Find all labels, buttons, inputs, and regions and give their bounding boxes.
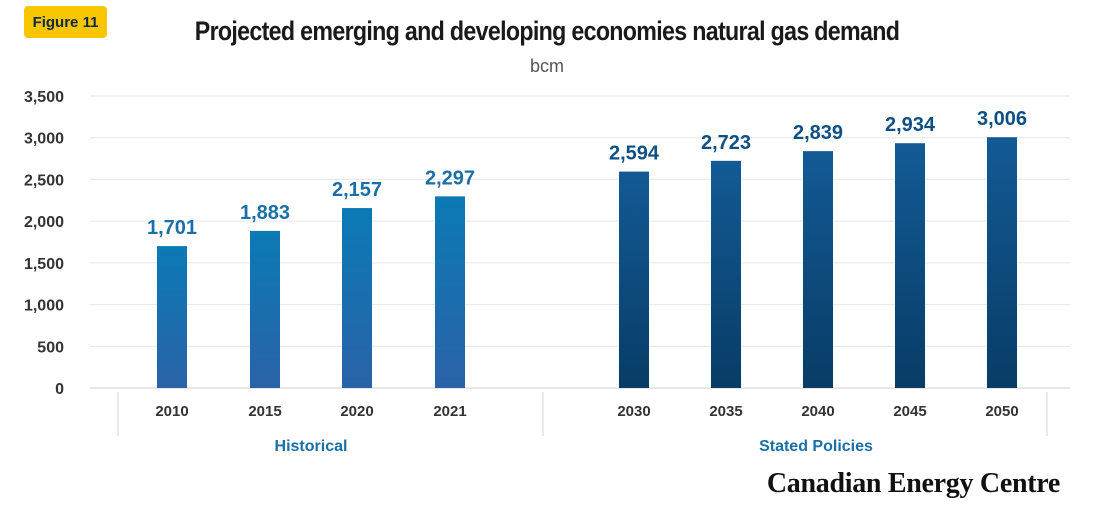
x-tick-label: 2040	[801, 403, 834, 420]
y-tick-label: 1,000	[24, 298, 64, 315]
x-tick-label: 2030	[617, 403, 650, 420]
data-label-2050: 3,006	[977, 108, 1027, 130]
x-tick-label: 2021	[433, 403, 466, 420]
x-tick-label: 2010	[155, 403, 188, 420]
data-label-2035: 2,723	[701, 132, 751, 154]
bar-2010	[157, 246, 187, 388]
group-label-stated-policies: Stated Policies	[759, 438, 873, 455]
bar-chart: 0 500 1,000 1,500 2,000 2,500 3,000 3,500 1,701…	[24, 89, 1070, 455]
y-tick-label: 0	[55, 381, 64, 398]
x-tick-label: 2015	[248, 403, 281, 420]
group-label-historical: Historical	[275, 438, 348, 455]
bar-2035	[711, 160, 741, 388]
y-tick-label: 3,000	[24, 131, 64, 148]
x-axis: 2010 2015 2020 2021 2030 2035 2040 2045 2050 Hist…	[117, 392, 1048, 455]
y-tick-label: 500	[37, 339, 64, 356]
bar-2040	[803, 151, 833, 388]
y-tick-label: 3,500	[24, 89, 64, 106]
data-label-2015: 1,883	[240, 202, 290, 224]
bar-2030	[619, 171, 649, 388]
x-tick-label: 2050	[985, 403, 1018, 420]
bar-2020	[342, 208, 372, 388]
data-label-2021: 2,297	[425, 167, 475, 189]
figure-badge: Figure 11	[24, 6, 107, 38]
bar-2045	[895, 143, 925, 388]
data-label-2040: 2,839	[793, 122, 843, 144]
x-tick-label: 2020	[340, 403, 373, 420]
bar-2015	[250, 230, 280, 388]
bar-2021	[435, 196, 465, 388]
y-tick-label: 2,000	[24, 214, 64, 231]
data-label-2045: 2,934	[885, 114, 936, 136]
y-tick-label: 1,500	[24, 256, 64, 273]
y-axis: 0 500 1,000 1,500 2,000 2,500 3,000 3,500	[24, 89, 64, 398]
bar-2050	[987, 137, 1017, 388]
data-labels: 1,701 1,883 2,157 2,297 2,594 2,723 2,839 2,934…	[147, 108, 1027, 239]
chart-subtitle: bcm	[529, 56, 564, 76]
brand-logo-text: Canadian Energy Centre	[766, 468, 1060, 499]
y-tick-label: 2,500	[24, 172, 64, 189]
data-label-2030: 2,594	[609, 143, 660, 165]
chart-title: Projected emerging and developing econom…	[194, 16, 900, 46]
x-tick-label: 2045	[893, 403, 926, 420]
bars	[157, 137, 1017, 388]
x-tick-label: 2035	[709, 403, 742, 420]
data-label-2010: 1,701	[147, 217, 197, 239]
data-label-2020: 2,157	[332, 179, 382, 201]
